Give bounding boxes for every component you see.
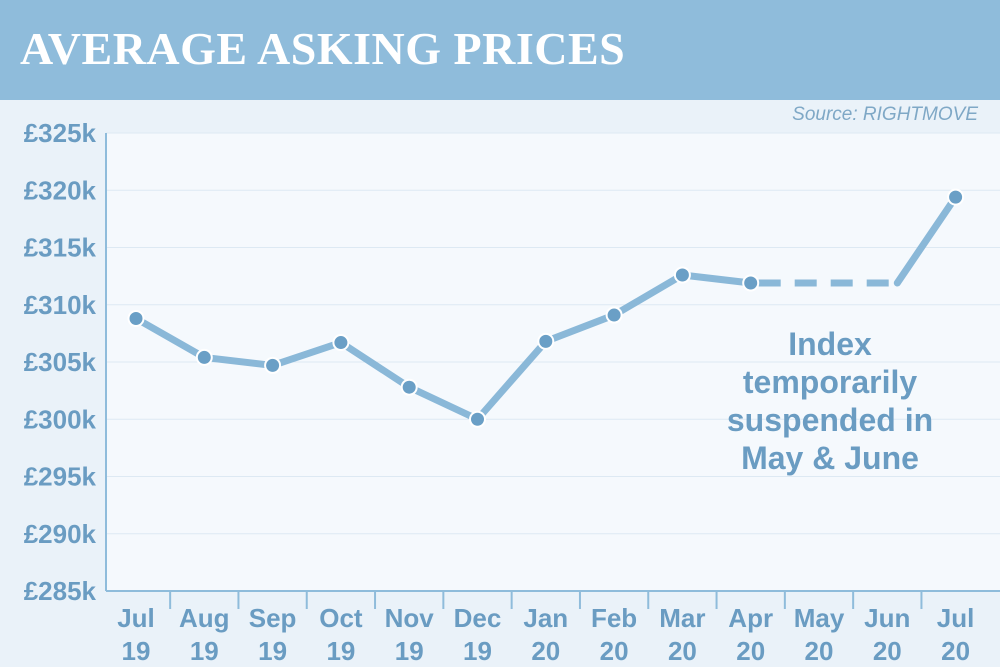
x-tick-label-month: Mar [659, 603, 705, 633]
x-tick-label-month: Jul [117, 603, 155, 633]
x-tick-label-year: 19 [122, 636, 151, 666]
x-tick-label-year: 20 [668, 636, 697, 666]
series-line-resume [893, 193, 960, 287]
x-tick-label-year: 20 [805, 636, 834, 666]
data-point [127, 309, 145, 327]
annotation-line: suspended in [727, 402, 933, 438]
header-bar [0, 0, 1000, 100]
gridlines [106, 132, 1000, 592]
x-axis-separators [169, 591, 923, 609]
annotation-line: Index [788, 326, 872, 362]
y-tick-label: £300k [24, 404, 97, 434]
data-point [332, 334, 350, 352]
y-tick-label: £305k [24, 347, 97, 377]
x-tick-label-year: 19 [190, 636, 219, 666]
data-point [605, 306, 623, 324]
x-tick-label-year: 20 [873, 636, 902, 666]
x-tick-label-month: Nov [385, 603, 435, 633]
chart-title: AVERAGE ASKING PRICES [20, 23, 626, 74]
x-tick-label-month: Jan [523, 603, 568, 633]
data-point [947, 188, 965, 206]
x-tick-label-year: 19 [258, 636, 287, 666]
x-tick-label-year: 19 [463, 636, 492, 666]
y-tick-label: £315k [24, 233, 97, 263]
x-tick-label-month: Dec [454, 603, 502, 633]
data-point [264, 356, 282, 374]
y-tick-label: £295k [24, 462, 97, 492]
data-point [537, 332, 555, 350]
x-tick-label-month: Jul [937, 603, 975, 633]
x-axis-ticks: Jul19Aug19Sep19Oct19Nov19Dec19Jan20Feb20… [117, 603, 974, 666]
y-tick-label: £325k [24, 118, 97, 148]
x-tick-label-year: 20 [600, 636, 629, 666]
x-tick-label-month: Jun [864, 603, 910, 633]
x-tick-label-month: Oct [319, 603, 363, 633]
x-tick-label-month: Sep [249, 603, 297, 633]
data-point [673, 266, 691, 284]
data-point [469, 410, 486, 428]
series-line [132, 271, 755, 423]
x-tick-label-month: Aug [179, 603, 230, 633]
x-tick-label-month: Apr [728, 603, 773, 633]
x-tick-label-month: Feb [591, 603, 637, 633]
x-tick-label-year: 20 [531, 636, 560, 666]
x-tick-label-year: 19 [395, 636, 424, 666]
x-tick-label-year: 19 [326, 636, 355, 666]
annotation-line: May & June [741, 440, 919, 476]
y-tick-label: £310k [24, 290, 97, 320]
x-tick-label-month: May [794, 603, 845, 633]
y-tick-label: £320k [24, 175, 97, 205]
y-axis-ticks: £325k £320k £315k £310k £305k £300k £295k £290k… [24, 118, 97, 606]
data-point [400, 378, 418, 396]
data-point [742, 274, 760, 292]
data-point [195, 348, 213, 366]
x-tick-label-year: 20 [941, 636, 970, 666]
x-tick-label-year: 20 [736, 636, 765, 666]
y-tick-label: £290k [24, 519, 97, 549]
annotation-line: temporarily [743, 364, 917, 400]
y-tick-label: £285k [24, 576, 97, 606]
series-asking-price [127, 188, 965, 428]
source-label: Source: RIGHTMOVE [792, 104, 978, 125]
